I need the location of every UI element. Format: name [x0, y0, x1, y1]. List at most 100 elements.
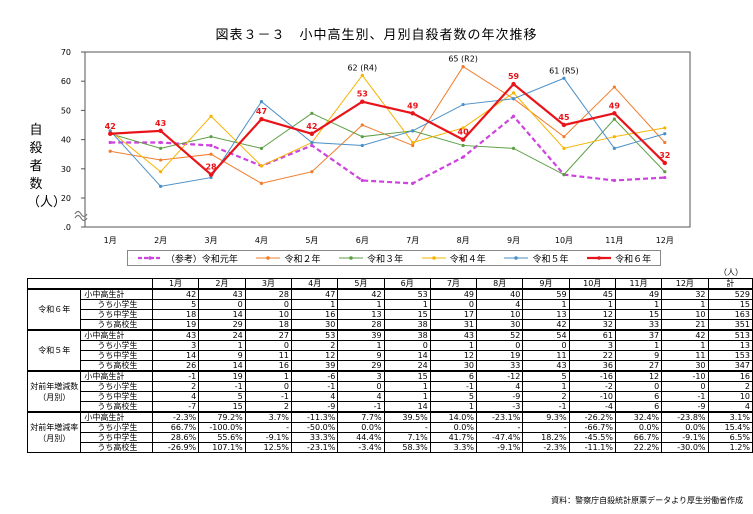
table-cell: 39: [337, 329, 385, 341]
table-cell: 4: [475, 381, 524, 392]
table-row: うち高校生 19 29 18 30 28 38 31 30 42 32 33 21 351: [28, 319, 753, 331]
data-label: 42: [105, 122, 116, 131]
x-tick-label: 11月: [605, 236, 623, 245]
column-header: 9月: [522, 278, 570, 290]
table-cell: 28: [337, 319, 385, 331]
table-cell: -2: [568, 381, 616, 392]
table-cell: -1: [661, 391, 709, 402]
table-cell: 0: [244, 299, 292, 310]
table-cell: 12: [290, 350, 339, 361]
table-cell: 59: [522, 288, 570, 300]
table-cell: 9.3%: [522, 411, 570, 423]
table-cell: 32.4%: [614, 411, 663, 423]
table-cell: 32: [568, 319, 616, 331]
table-row: 令和５年 小中高生計 43 24 27 53 39 38 43 52 54 61 37 42 513: [26, 329, 753, 372]
legend-label: 令和４年: [449, 254, 486, 265]
x-tick-label: 1月: [104, 236, 117, 245]
legend-label: 令和３年: [367, 254, 404, 265]
table-cell: 6: [614, 391, 663, 402]
x-tick-label: 12月: [656, 236, 674, 245]
row-label: うち高校生: [80, 401, 153, 413]
data-point: [562, 135, 566, 139]
row-label: うち小学生: [80, 381, 153, 392]
table-cell: 24: [383, 360, 431, 372]
table-cell: 6: [614, 401, 663, 413]
data-label: 28: [205, 163, 217, 172]
data-point: [612, 117, 616, 121]
column-header: 6月: [383, 278, 431, 290]
data-point: [612, 111, 617, 116]
table-cell: 36: [568, 360, 616, 372]
x-tick-label: 10月: [555, 236, 573, 245]
table-cell: 33.3%: [290, 432, 339, 443]
y-tick-label: 70: [61, 48, 71, 57]
table-cell: 15: [707, 299, 753, 310]
table-cell: 1: [244, 370, 292, 382]
table-cell: 9: [614, 350, 663, 361]
table-cell: 21: [661, 319, 709, 331]
table-cell: 19: [198, 370, 246, 382]
x-tick-label: 3月: [204, 236, 217, 245]
table-row: うち小学生 5 0 0 1 1 1 0 4 1 1 1 1 15: [28, 299, 753, 310]
table-cell: 10: [475, 309, 524, 320]
plot-frame: [84, 51, 691, 228]
table-cell: 18.2%: [522, 432, 570, 443]
table-row: うち高校生 26 14 16 39 29 24 30 33 43 36 27 30 347: [28, 360, 753, 372]
table-cell: 0: [661, 381, 709, 392]
table-row: うち中学生 14 9 11 12 9 14 12 19 11 22 9 11 153: [28, 350, 753, 361]
data-table: 1月 2月 3月 4月 5月 6月 7月 8月 9月 10月 11月 12月計 令和６年 小中高生計 42…: [26, 278, 753, 453]
column-header: 7月: [429, 278, 478, 290]
data-point: [663, 132, 667, 136]
table-cell: 2: [244, 401, 292, 413]
row-label: うち小学生: [80, 299, 153, 310]
table-cell: 30: [661, 360, 709, 372]
row-label: うち高校生: [80, 442, 153, 453]
table-cell: 32: [661, 288, 709, 300]
table-cell: 1: [522, 299, 570, 310]
series-line-1: [110, 65, 666, 184]
table-cell: 49: [614, 288, 663, 300]
table-cell: 15: [383, 370, 431, 382]
column-header: 11月: [614, 278, 663, 290]
data-point: [259, 146, 264, 150]
data-point: [360, 99, 365, 104]
table-cell: 79.2%: [198, 411, 246, 423]
table-cell: 351: [707, 319, 753, 331]
table-cell: 39: [290, 360, 339, 372]
table-cell: 49: [429, 288, 478, 300]
data-label: 32: [659, 151, 670, 160]
table-cell: 1: [568, 299, 616, 310]
data-point: [511, 146, 516, 150]
data-point: [411, 181, 415, 185]
table-cell: -: [475, 422, 524, 433]
table-cell: 4: [707, 401, 753, 413]
peak-label: 65 (R2): [448, 55, 478, 64]
table-cell: 31: [429, 319, 478, 331]
data-point: [360, 143, 364, 148]
data-point: [460, 137, 466, 142]
table-cell: -11.1%: [568, 442, 616, 453]
table-cell: 26: [151, 360, 200, 372]
column-header: 5月: [337, 278, 385, 290]
data-point: [411, 143, 415, 148]
table-cell: 1: [337, 299, 385, 310]
data-point: [259, 100, 264, 104]
legend-label: （参考）令和元年: [165, 254, 238, 265]
data-point: [259, 164, 264, 168]
table-cell: -1: [290, 381, 339, 392]
table-cell: 14: [383, 350, 431, 361]
data-point: [159, 184, 163, 188]
table-cell: 4: [475, 299, 524, 310]
table-cell: 7.1%: [383, 432, 431, 443]
table-cell: 1: [614, 299, 663, 310]
data-point: [310, 143, 314, 148]
table-cell: 16: [244, 360, 292, 372]
data-point: [612, 135, 616, 139]
data-point: [209, 143, 213, 148]
table-cell: 0: [383, 340, 431, 351]
data-point: [310, 140, 314, 145]
table-cell: 28: [244, 288, 292, 300]
data-point: [663, 126, 667, 130]
data-point: [511, 114, 516, 118]
data-point: [159, 146, 163, 150]
